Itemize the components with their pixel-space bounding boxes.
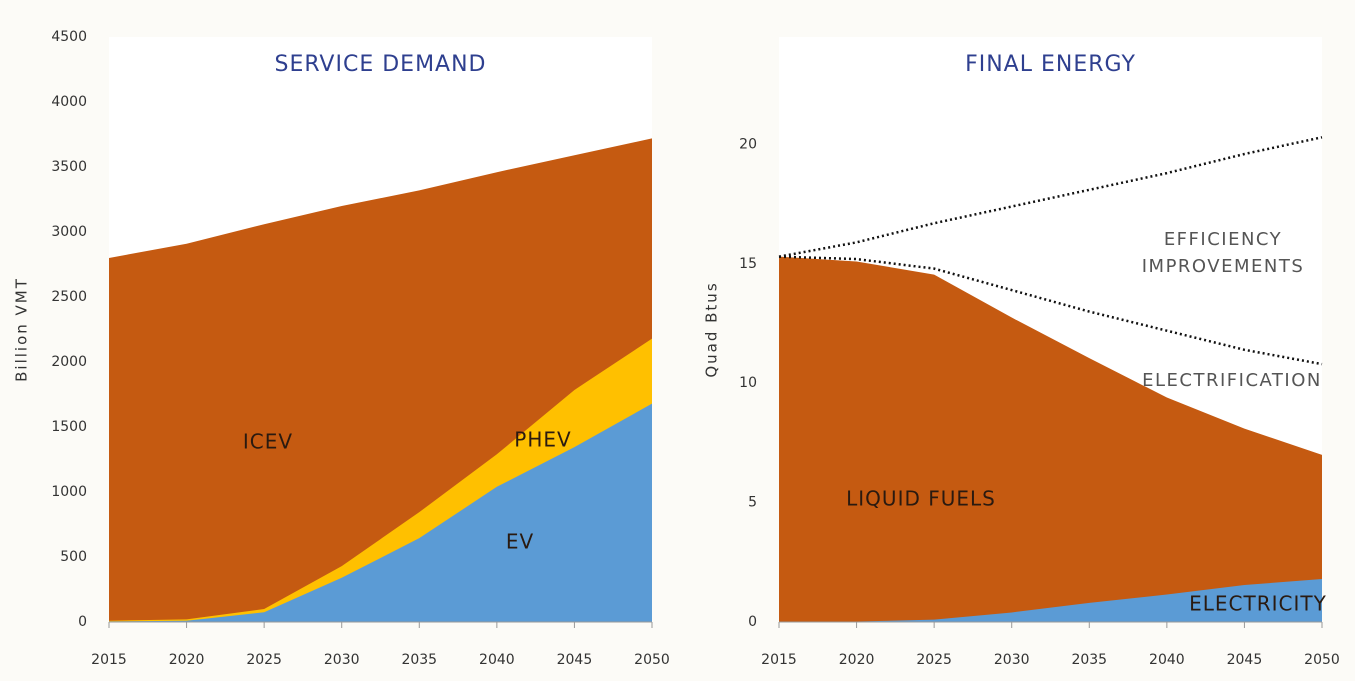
x-tick-label: 2015	[761, 652, 797, 668]
area	[779, 256, 1322, 622]
y-tick-label: 15	[739, 256, 757, 272]
annotation: ELECTRIFICATION	[1142, 370, 1322, 391]
y-tick-label: 3000	[51, 224, 87, 240]
x-tick-label: 2050	[1304, 652, 1340, 668]
area	[109, 403, 652, 622]
area	[779, 579, 1322, 622]
y-tick-label: 2000	[51, 354, 87, 370]
x-tick-label: 2020	[839, 652, 875, 668]
x-tick-label: 2045	[557, 652, 593, 668]
y-tick-label: 20	[739, 136, 757, 152]
y-axis-label: Billion VMT	[13, 277, 31, 382]
y-tick-label: 10	[739, 375, 757, 391]
dotted-line	[778, 255, 1323, 366]
series-label: LIQUID FUELS	[846, 487, 996, 511]
x-tick-label: 2035	[401, 652, 437, 668]
y-axis-label: Quad Btus	[703, 281, 721, 377]
x-tick-label: 2035	[1071, 652, 1107, 668]
series-label: ICEV	[243, 430, 293, 454]
x-tick-label: 2050	[634, 652, 670, 668]
x-tick-label: 2045	[1227, 652, 1263, 668]
x-tick-label: 2020	[169, 652, 205, 668]
series-label: ELECTRICITY	[1189, 592, 1327, 616]
y-tick-label: 500	[60, 549, 87, 565]
y-tick-label: 4500	[51, 29, 87, 45]
series-label: PHEV	[514, 428, 571, 452]
annotation: EFFICIENCY	[1164, 229, 1282, 250]
y-tick-label: 3500	[51, 159, 87, 175]
chart-title: FINAL ENERGY	[965, 52, 1136, 77]
x-tick-label: 2025	[246, 652, 282, 668]
series-label: EV	[506, 530, 534, 554]
x-tick-label: 2030	[994, 652, 1030, 668]
y-tick-label: 1000	[51, 484, 87, 500]
y-tick-label: 0	[78, 614, 87, 630]
y-tick-label: 5	[748, 495, 757, 511]
x-tick-label: 2040	[479, 652, 515, 668]
x-tick-label: 2015	[91, 652, 127, 668]
annotation: IMPROVEMENTS	[1142, 256, 1305, 277]
chart-title: SERVICE DEMAND	[274, 52, 486, 77]
x-tick-label: 2040	[1149, 652, 1185, 668]
y-tick-label: 0	[748, 614, 757, 630]
x-tick-label: 2025	[916, 652, 952, 668]
y-tick-label: 1500	[51, 419, 87, 435]
y-tick-label: 4000	[51, 94, 87, 110]
x-tick-label: 2030	[324, 652, 360, 668]
y-tick-label: 2500	[51, 289, 87, 305]
